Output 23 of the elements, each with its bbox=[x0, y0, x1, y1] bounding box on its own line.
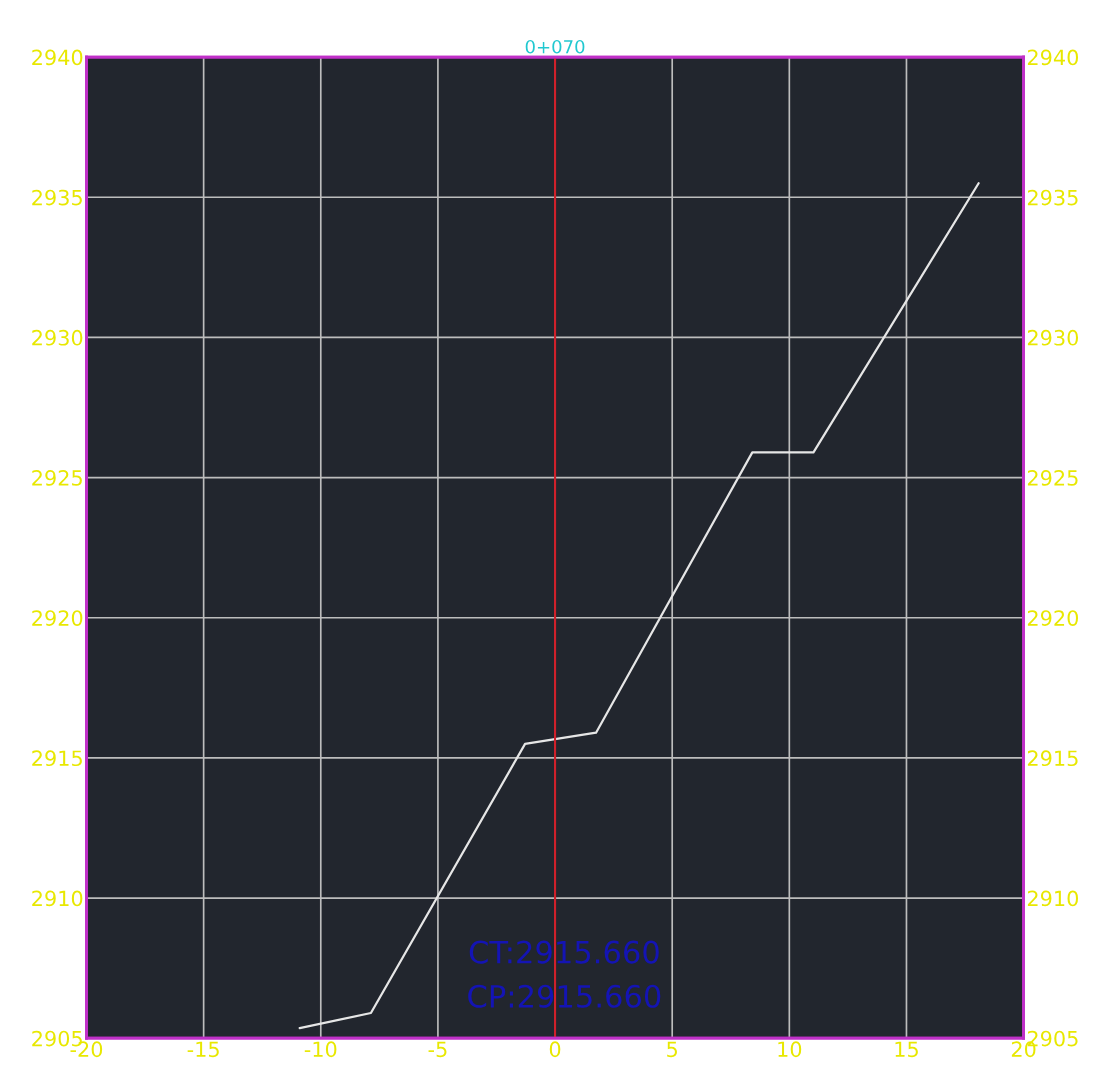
y-tick-label: 2925 bbox=[32, 470, 82, 486]
x-tick-label: 0 bbox=[549, 1041, 561, 1058]
y2-tick-label: 2940 bbox=[1027, 49, 1079, 66]
y-tick-label: 2920 bbox=[32, 610, 83, 626]
y-tick-label: 2910 bbox=[32, 890, 83, 907]
y2-tick-label: 2920 bbox=[1027, 610, 1079, 626]
y-tick-label: 2935 bbox=[32, 189, 82, 206]
x-tick-label: -15 bbox=[187, 1041, 219, 1058]
chart-title: 0+070 bbox=[525, 39, 585, 54]
y2-tick-label: 2925 bbox=[1027, 470, 1078, 486]
y2-tick-label: 2910 bbox=[1027, 890, 1079, 907]
y-tick-label: 2930 bbox=[32, 329, 83, 346]
y-tick-label: 2940 bbox=[32, 49, 83, 66]
y-tick-label: 2915 bbox=[32, 750, 82, 767]
line-series bbox=[298, 182, 980, 1030]
x-tick-label: 10 bbox=[778, 1041, 802, 1058]
x-tick-label: 5 bbox=[667, 1041, 677, 1058]
y2-tick-label: 2915 bbox=[1027, 750, 1078, 767]
y2-tick-label: 2930 bbox=[1027, 329, 1079, 346]
x-tick-label: -5 bbox=[428, 1041, 447, 1058]
y2-tick-label: 2935 bbox=[1027, 189, 1078, 206]
x-tick-label: 15 bbox=[895, 1041, 918, 1058]
x-tick-label: -10 bbox=[304, 1041, 337, 1058]
